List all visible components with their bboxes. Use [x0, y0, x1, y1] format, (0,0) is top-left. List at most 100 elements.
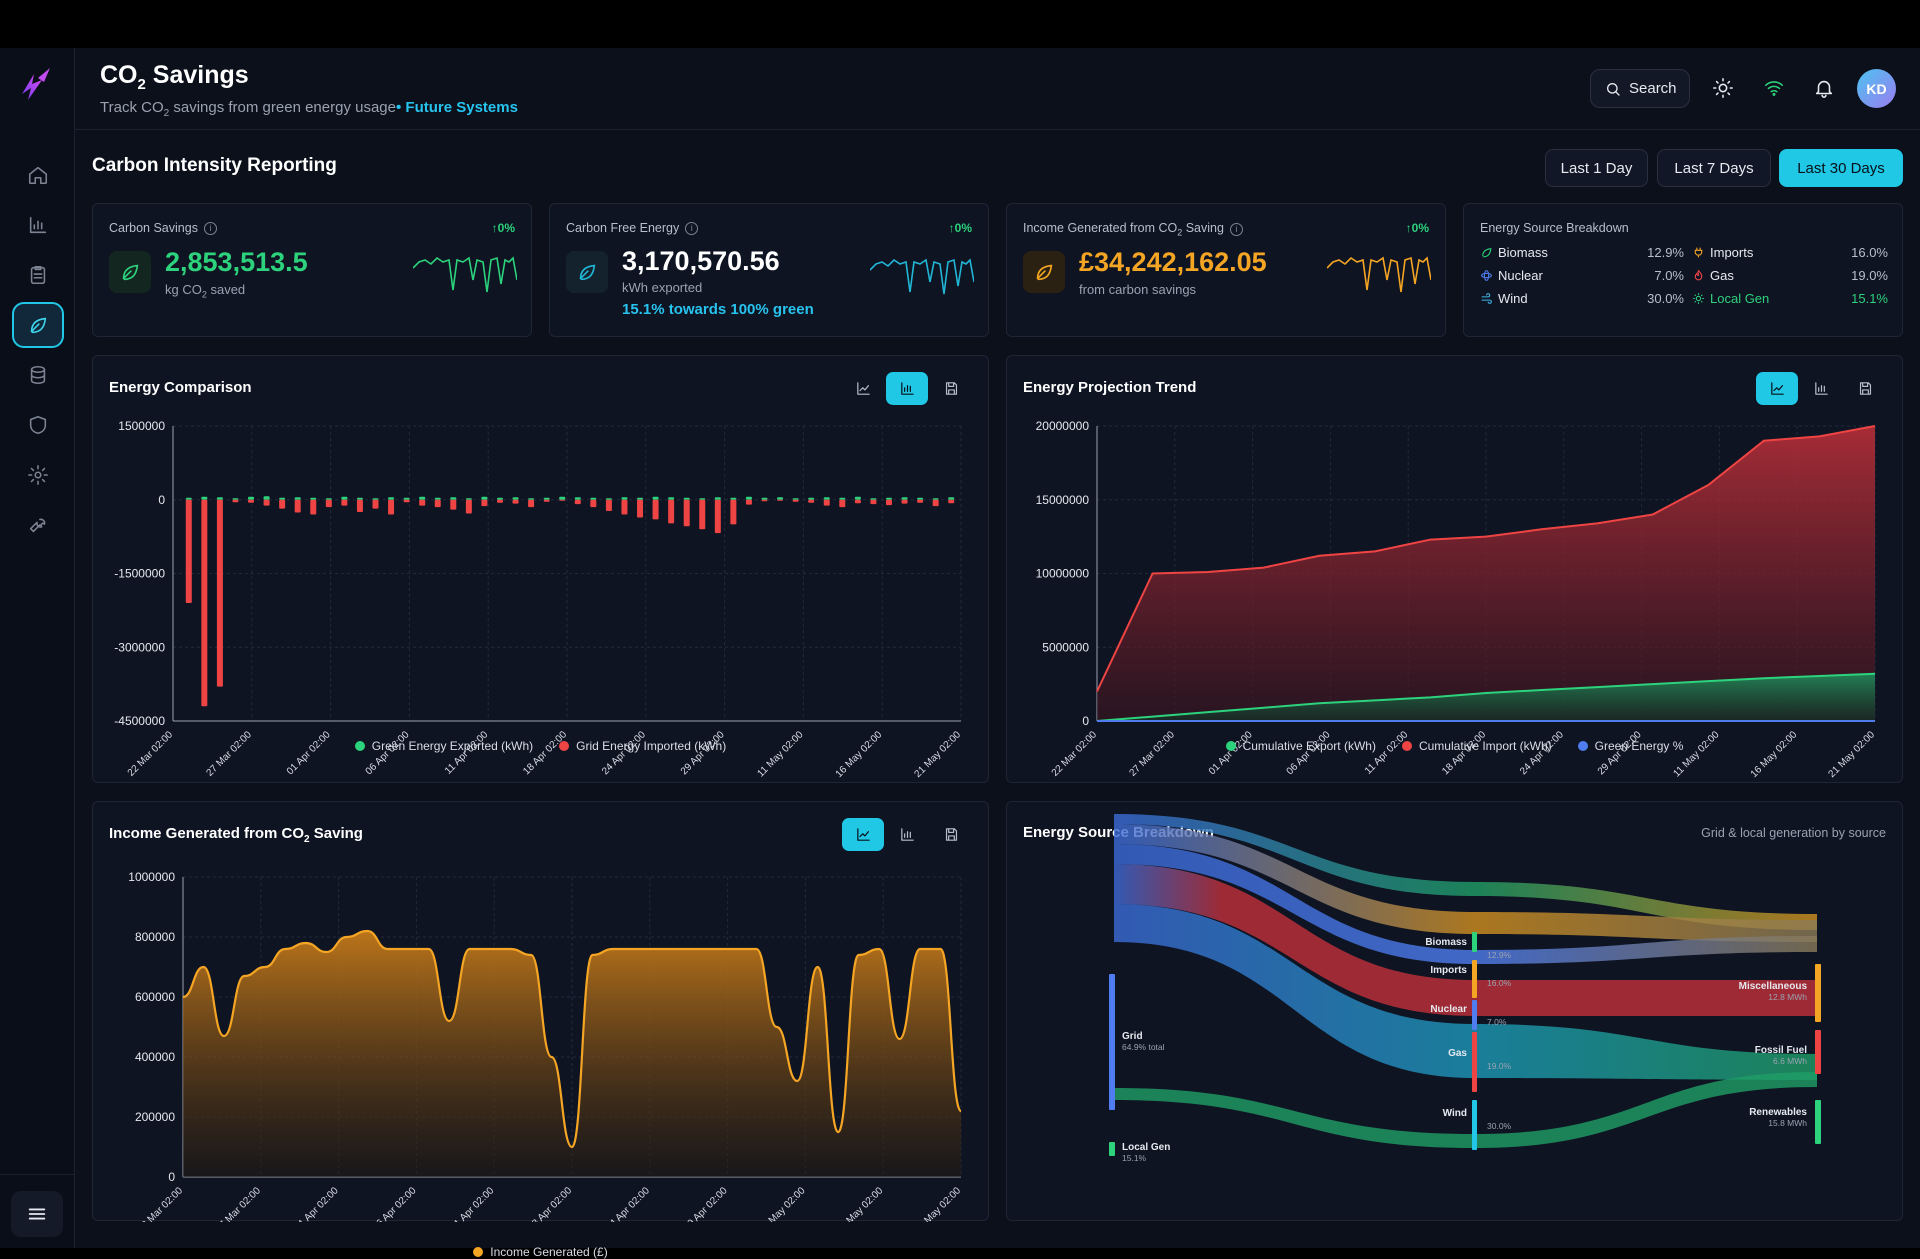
bar-export: [419, 496, 426, 500]
x-tick-label: 18 Apr 02:00: [521, 729, 569, 777]
range-7-days[interactable]: Last 7 Days: [1657, 149, 1771, 187]
y-tick-label: -1500000: [114, 567, 165, 581]
info-icon[interactable]: i: [1229, 222, 1243, 236]
income-chart-card: Income Generated from CO2 Saving 1000000…: [92, 801, 989, 1259]
save-chart-button[interactable]: [1844, 372, 1886, 405]
kpi-unit: from carbon savings: [1079, 282, 1197, 297]
nav-settings[interactable]: [12, 452, 64, 498]
avatar[interactable]: KD: [1857, 69, 1896, 108]
nav-tools[interactable]: [12, 502, 64, 548]
nav-co2-savings[interactable]: [12, 302, 64, 348]
bar-chart-icon: [29, 216, 47, 234]
bar-import: [823, 499, 830, 506]
bar-chart-icon: [900, 382, 914, 395]
bar-import: [419, 499, 426, 506]
search-icon: [1607, 82, 1620, 96]
sankey-label: Wind: [1443, 1108, 1467, 1119]
y-tick-label: 1500000: [118, 419, 165, 433]
bar-export: [403, 497, 410, 500]
bar-export: [932, 498, 939, 500]
line-view-button[interactable]: [842, 372, 884, 405]
shield-icon: [29, 415, 47, 435]
bar-export: [668, 497, 675, 500]
notifications-button[interactable]: [1813, 77, 1835, 99]
brand-link[interactable]: Future Systems: [405, 99, 518, 116]
flow-grid-biomass: [1114, 814, 1475, 896]
info-icon[interactable]: i: [203, 221, 217, 235]
energy-source-card: Energy Source Breakdown Biomass 12.9% Nu…: [1463, 203, 1903, 337]
sankey-detail: 12.9%: [1487, 950, 1512, 960]
y-tick-label: 5000000: [1042, 640, 1089, 654]
y-tick-label: 10000000: [1036, 567, 1090, 581]
sankey-node-gas: [1472, 1032, 1477, 1092]
bar-import: [403, 499, 410, 503]
leaf-icon: [122, 264, 139, 281]
bar-export: [481, 496, 488, 500]
bar-import: [574, 499, 581, 505]
range-1-day[interactable]: Last 1 Day: [1545, 149, 1648, 187]
menu-button[interactable]: [11, 1191, 63, 1237]
save-chart-button[interactable]: [930, 372, 972, 405]
bar-import: [745, 499, 752, 505]
legend-item-green-pct[interactable]: Green Energy %: [1577, 739, 1683, 753]
bar-export: [854, 496, 861, 500]
x-tick-label: 21 May 02:00: [1826, 729, 1877, 780]
info-icon[interactable]: i: [685, 221, 699, 235]
nav-analytics[interactable]: [12, 202, 64, 248]
y-tick-label: 200000: [135, 1110, 175, 1124]
nav-reports[interactable]: [12, 252, 64, 298]
legend-item-export[interactable]: Green Energy Exported (kWh): [354, 739, 533, 753]
connection-status[interactable]: [1763, 77, 1785, 99]
chart-legend: Income Generated (£): [93, 1245, 988, 1259]
bar-import: [512, 499, 519, 504]
x-tick-label: 22 Mar 02:00: [126, 729, 176, 779]
search-button[interactable]: Search: [1590, 69, 1690, 108]
sankey-label: Biomass: [1425, 937, 1467, 948]
bar-export: [388, 497, 395, 500]
sankey-node-grid: [1109, 974, 1115, 1110]
legend-item-income[interactable]: Income Generated (£): [473, 1245, 608, 1259]
flow-biomass-misc: [1475, 882, 1817, 930]
line-view-button[interactable]: [1756, 372, 1798, 405]
nav-home[interactable]: [12, 152, 64, 198]
line-view-button[interactable]: [842, 818, 884, 851]
sankey-label: Fossil Fuel: [1755, 1045, 1807, 1056]
bar-export: [341, 496, 348, 500]
sankey-label: Nuclear: [1430, 1004, 1467, 1015]
bar-export: [185, 497, 192, 500]
bar-view-button[interactable]: [1800, 372, 1842, 405]
sankey-label: Gas: [1448, 1048, 1467, 1059]
source-imports: Imports: [1692, 245, 1753, 260]
nav-data[interactable]: [12, 352, 64, 398]
range-30-days[interactable]: Last 30 Days: [1779, 149, 1903, 187]
bar-import: [854, 499, 861, 504]
nav-security[interactable]: [12, 402, 64, 448]
bar-import: [279, 499, 286, 509]
theme-toggle[interactable]: [1712, 77, 1734, 99]
bar-view-button[interactable]: [886, 818, 928, 851]
sankey-detail: 15.1%: [1122, 1153, 1147, 1163]
line-chart-icon: [1770, 382, 1784, 395]
x-tick-label: 21 May 02:00: [912, 729, 963, 780]
app-logo[interactable]: [16, 64, 56, 104]
legend-item-export[interactable]: Cumulative Export (kWh): [1225, 739, 1376, 753]
bar-export: [745, 496, 752, 500]
y-tick-label: 0: [158, 493, 165, 507]
sankey-detail: 12.8 MWh: [1768, 992, 1807, 1002]
bar-export: [792, 498, 799, 500]
bar-view-button[interactable]: [886, 372, 928, 405]
legend-item-import[interactable]: Cumulative Import (kWh): [1401, 739, 1552, 753]
legend-item-import[interactable]: Grid Energy Imported (kWh): [559, 739, 726, 753]
bar-export: [356, 497, 363, 500]
y-tick-label: 400000: [135, 1050, 175, 1064]
x-tick-label: 16 May 02:00: [835, 1185, 886, 1222]
sankey-node-nuclear: [1472, 1000, 1477, 1030]
page-title: CO2 Savings: [100, 61, 249, 93]
page-subtitle: Track CO2 savings from green energy usag…: [100, 99, 518, 119]
bar-import: [481, 499, 488, 507]
bar-export: [528, 498, 535, 500]
save-icon: [1859, 382, 1871, 395]
save-chart-button[interactable]: [930, 818, 972, 851]
bar-export: [637, 497, 644, 500]
